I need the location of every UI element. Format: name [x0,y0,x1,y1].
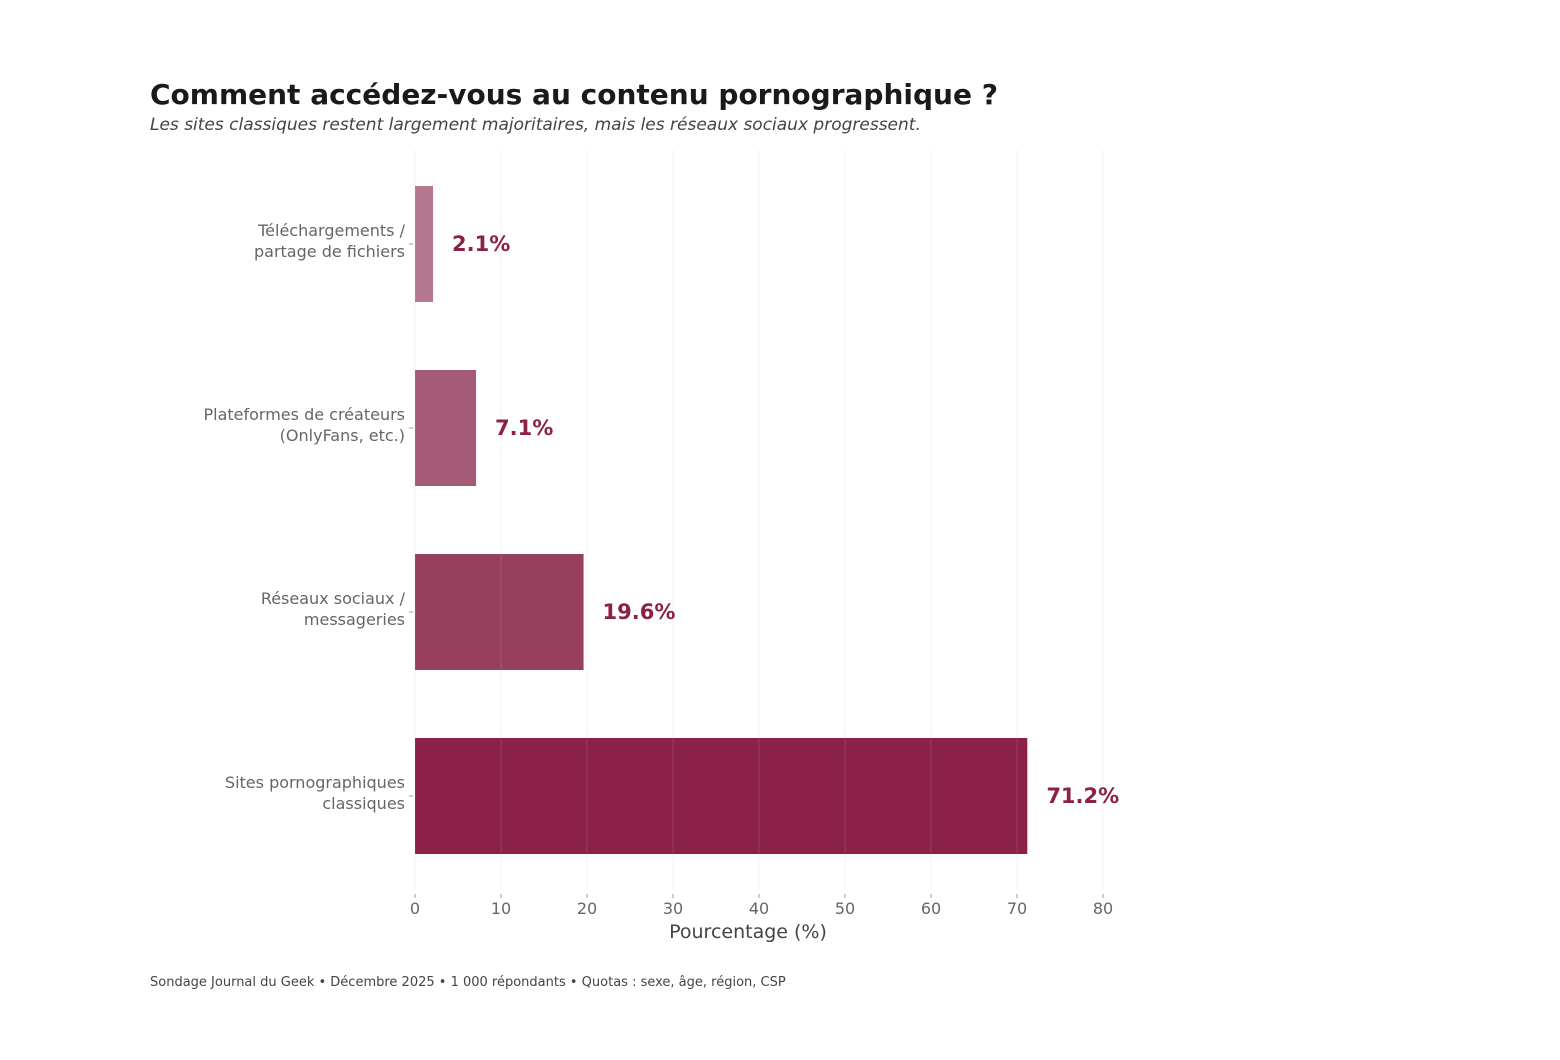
category-label-line: Sites pornographiques [225,773,405,792]
x-tick-label-70: 70 [1007,899,1027,918]
category-label-line: (OnlyFans, etc.) [280,426,405,445]
bar-0 [415,186,434,302]
x-axis: 0 10 20 30 40 50 60 70 80 Pourcentage (%) [409,243,1113,943]
value-label-3: 71.2% [1046,784,1119,808]
x-tick-label-10: 10 [491,899,511,918]
bar-3 [415,738,1028,854]
category-label-line: classiques [322,794,405,813]
category-label-line: partage de fichiers [254,242,405,261]
x-tick-label-0: 0 [410,899,420,918]
category-label-line: Téléchargements / [257,221,405,240]
x-tick-label-40: 40 [749,899,769,918]
value-label-2: 19.6% [603,600,676,624]
x-tick-label-30: 30 [663,899,683,918]
chart-title: Comment accédez-vous au contenu pornogra… [150,78,998,111]
category-label-3: Sites pornographiques classiques [225,773,405,813]
chart-source: Sondage Journal du Geek • Décembre 2025 … [150,975,786,990]
value-label-0: 2.1% [452,232,510,256]
category-label-line: Réseaux sociaux / [261,589,406,608]
category-label-0: Téléchargements / partage de fichiers [254,221,406,261]
value-label-1: 7.1% [495,416,553,440]
labels: Téléchargements / partage de fichiers 2.1%… [203,221,1119,813]
x-tick-label-80: 80 [1093,899,1113,918]
chart-subtitle: Les sites classiques restent largement m… [150,115,921,135]
x-tick-label-20: 20 [577,899,597,918]
category-label-2: Réseaux sociaux / messageries [261,589,406,629]
category-label-1: Plateformes de créateurs (OnlyFans, etc.) [203,405,405,445]
bars [415,186,1028,854]
category-label-line: Plateformes de créateurs [203,405,405,424]
x-tick-label-50: 50 [835,899,855,918]
x-axis-title: Pourcentage (%) [669,921,827,943]
bar-1 [415,370,477,486]
x-tick-label-60: 60 [921,899,941,918]
category-label-line: messageries [304,610,405,629]
gridlines-overlay [414,150,1104,890]
bar-2 [415,554,584,670]
